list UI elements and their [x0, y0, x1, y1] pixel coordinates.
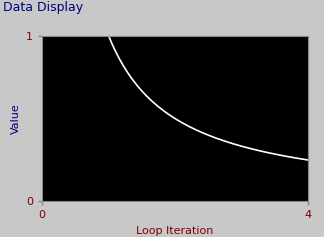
Text: Data Display: Data Display	[3, 1, 83, 14]
Y-axis label: Value: Value	[11, 103, 20, 134]
X-axis label: Loop Iteration: Loop Iteration	[136, 226, 214, 236]
